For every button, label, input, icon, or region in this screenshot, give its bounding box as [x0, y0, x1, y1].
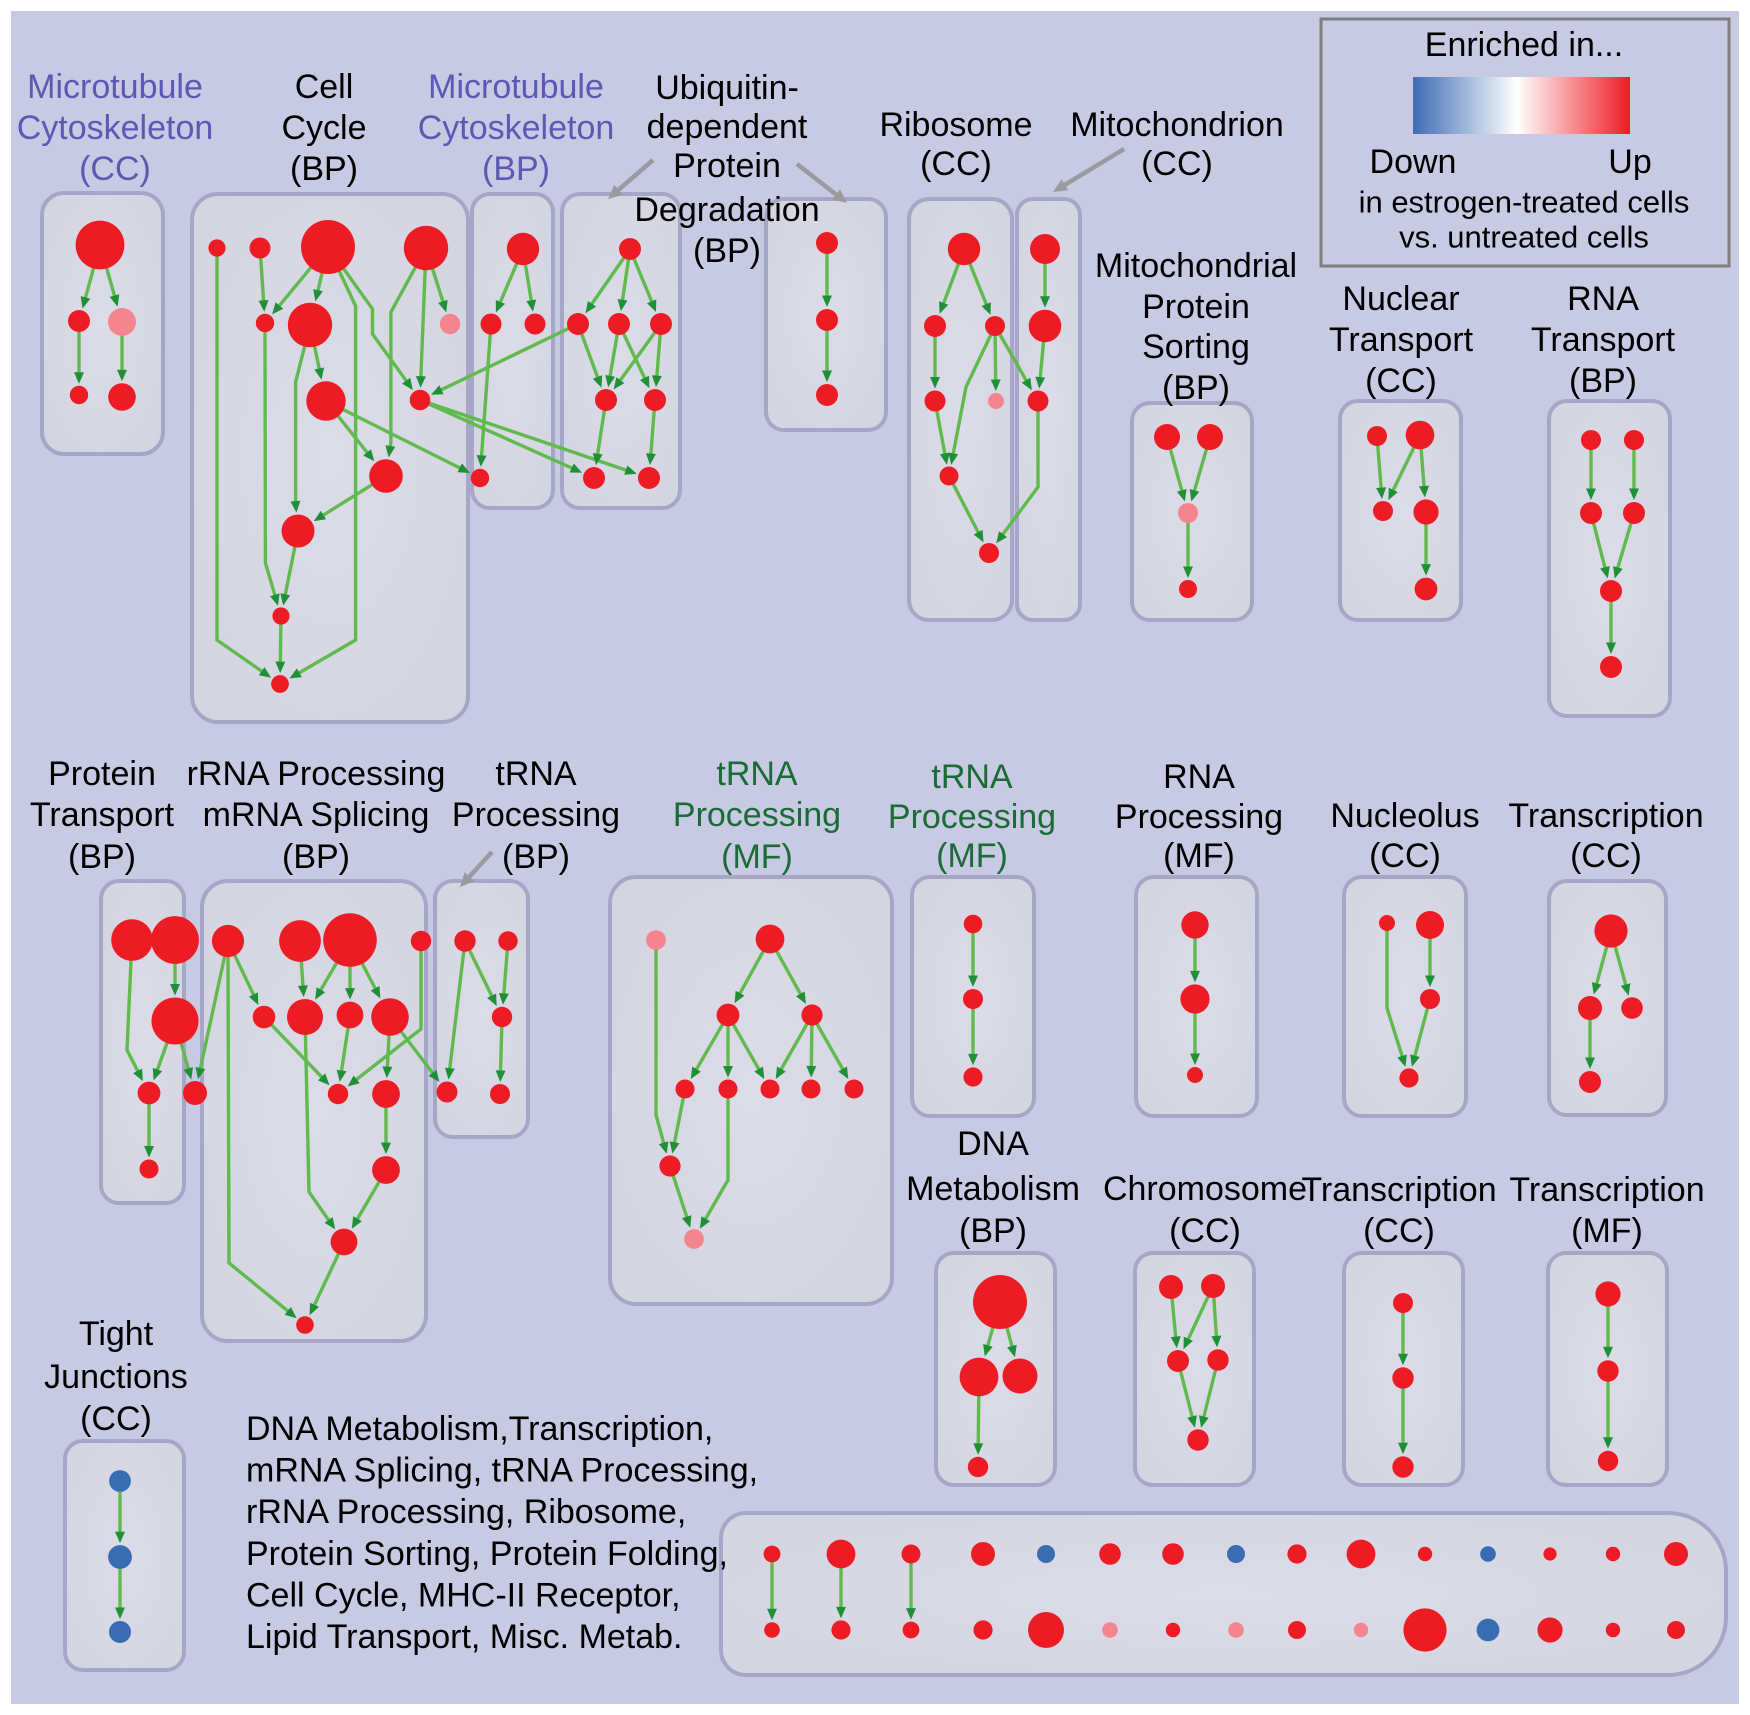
svg-text:Transcription: Transcription: [1508, 797, 1703, 835]
svg-text:(CC): (CC): [1570, 837, 1642, 875]
svg-text:(MF): (MF): [1163, 837, 1235, 875]
svg-text:(BP): (BP): [1162, 369, 1230, 407]
svg-text:(CC): (CC): [1363, 1212, 1435, 1250]
svg-text:Sorting: Sorting: [1142, 328, 1250, 366]
svg-text:Microtubule: Microtubule: [27, 68, 203, 106]
svg-text:Protein: Protein: [673, 147, 781, 185]
svg-text:Processing: Processing: [888, 798, 1056, 836]
svg-text:Up: Up: [1608, 143, 1651, 181]
svg-text:Mitochondrial: Mitochondrial: [1095, 247, 1297, 285]
svg-text:Protein: Protein: [48, 755, 156, 793]
svg-text:Cycle: Cycle: [281, 109, 366, 147]
svg-text:(CC): (CC): [80, 1400, 152, 1438]
svg-text:Transport: Transport: [1531, 321, 1676, 359]
svg-text:Degradation: Degradation: [634, 191, 819, 229]
svg-text:Enriched in...: Enriched in...: [1425, 26, 1623, 64]
svg-text:dependent: dependent: [647, 108, 808, 146]
svg-text:Processing: Processing: [673, 796, 841, 834]
svg-text:Mitochondrion: Mitochondrion: [1070, 106, 1284, 144]
svg-text:Cell: Cell: [295, 68, 354, 106]
svg-text:(BP): (BP): [282, 838, 350, 876]
svg-text:tRNA: tRNA: [931, 758, 1013, 796]
svg-text:Metabolism: Metabolism: [906, 1170, 1080, 1208]
svg-text:(MF): (MF): [936, 837, 1008, 875]
svg-text:Chromosome: Chromosome: [1103, 1170, 1307, 1208]
svg-text:Transport: Transport: [30, 796, 175, 834]
svg-text:RNA: RNA: [1567, 280, 1639, 318]
svg-text:Ribosome: Ribosome: [879, 106, 1032, 144]
svg-text:(CC): (CC): [79, 150, 151, 188]
svg-text:Lipid Transport, Misc. Metab.: Lipid Transport, Misc. Metab.: [246, 1618, 683, 1656]
svg-text:vs. untreated cells: vs. untreated cells: [1399, 220, 1649, 255]
svg-text:(CC): (CC): [1169, 1212, 1241, 1250]
svg-text:mRNA Splicing: mRNA Splicing: [203, 796, 430, 834]
svg-text:RNA: RNA: [1163, 758, 1235, 796]
svg-text:Nucleolus: Nucleolus: [1330, 797, 1479, 835]
svg-text:Transport: Transport: [1329, 321, 1474, 359]
svg-text:Protein Sorting, Protein Foldi: Protein Sorting, Protein Folding,: [246, 1535, 728, 1573]
svg-text:Transcription: Transcription: [1301, 1171, 1496, 1209]
svg-text:in estrogen-treated cells: in estrogen-treated cells: [1359, 185, 1690, 220]
svg-text:Processing: Processing: [1115, 798, 1283, 836]
svg-text:Tight: Tight: [79, 1315, 154, 1353]
svg-text:(BP): (BP): [693, 232, 761, 270]
svg-text:(BP): (BP): [1569, 362, 1637, 400]
svg-text:Ubiquitin-: Ubiquitin-: [655, 69, 799, 107]
svg-text:(CC): (CC): [1365, 362, 1437, 400]
svg-text:(BP): (BP): [482, 150, 550, 188]
svg-text:rRNA Processing, Ribosome,: rRNA Processing, Ribosome,: [246, 1493, 686, 1531]
svg-text:tRNA: tRNA: [716, 755, 798, 793]
svg-text:DNA: DNA: [957, 1125, 1029, 1163]
svg-text:Cytoskeleton: Cytoskeleton: [418, 109, 615, 147]
svg-text:(BP): (BP): [502, 838, 570, 876]
svg-text:Cell Cycle, MHC-II Receptor,: Cell Cycle, MHC-II Receptor,: [246, 1576, 681, 1614]
svg-text:Nuclear: Nuclear: [1342, 280, 1459, 318]
svg-text:Down: Down: [1370, 143, 1457, 181]
svg-text:rRNA Processing: rRNA Processing: [187, 755, 446, 793]
svg-text:(BP): (BP): [290, 150, 358, 188]
svg-text:Microtubule: Microtubule: [428, 68, 604, 106]
svg-text:DNA Metabolism,Transcription,: DNA Metabolism,Transcription,: [246, 1410, 713, 1448]
svg-text:(CC): (CC): [1369, 837, 1441, 875]
svg-text:Processing: Processing: [452, 796, 620, 834]
svg-text:Junctions: Junctions: [44, 1358, 188, 1396]
svg-text:(CC): (CC): [920, 145, 992, 183]
svg-text:tRNA: tRNA: [495, 755, 577, 793]
svg-text:Protein: Protein: [1142, 288, 1250, 326]
svg-text:mRNA Splicing, tRNA Processing: mRNA Splicing, tRNA Processing,: [246, 1452, 758, 1490]
svg-text:Cytoskeleton: Cytoskeleton: [17, 109, 214, 147]
svg-text:Transcription: Transcription: [1509, 1171, 1704, 1209]
svg-text:(MF): (MF): [721, 838, 793, 876]
svg-text:(BP): (BP): [68, 838, 136, 876]
svg-text:(CC): (CC): [1141, 145, 1213, 183]
svg-text:(MF): (MF): [1571, 1212, 1643, 1250]
svg-text:(BP): (BP): [959, 1212, 1027, 1250]
